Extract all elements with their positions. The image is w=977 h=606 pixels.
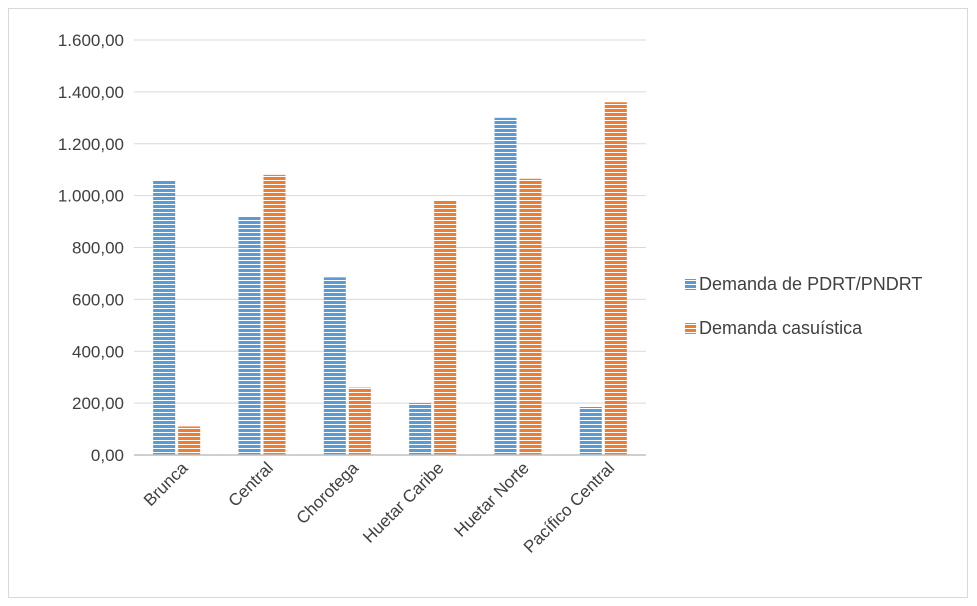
bar-pdrt-pndrt <box>409 403 432 455</box>
legend-item: Demanda de PDRT/PNDRT <box>685 274 922 294</box>
y-tick-label: 1.600,00 <box>58 31 124 50</box>
x-tick-label: Huetar Norte <box>451 458 533 540</box>
y-tick-label: 1.000,00 <box>58 187 124 206</box>
bar-casuistica <box>604 102 627 455</box>
x-tick-label: Brunca <box>140 458 192 510</box>
legend-swatch <box>685 279 696 290</box>
chart-frame: 0,00 200,00 400,00 600,00 800,00 1.000,00 1.20… <box>8 8 968 598</box>
bar-casuistica <box>519 178 542 455</box>
bar-pdrt-pndrt <box>153 180 176 455</box>
y-tick-label: 400,00 <box>72 342 124 361</box>
y-tick-label: 1.400,00 <box>58 83 124 102</box>
bar-pdrt-pndrt <box>323 277 346 455</box>
x-tick-label: Central <box>225 458 277 510</box>
legend-item: Demanda casuística <box>685 318 863 338</box>
y-axis-ticks: 0,00 200,00 400,00 600,00 800,00 1.000,00 1.20… <box>58 31 124 465</box>
bar-casuistica <box>348 387 371 455</box>
legend-swatch <box>685 323 696 334</box>
bar-pdrt-pndrt <box>238 216 261 455</box>
legend: Demanda de PDRT/PNDRT Demanda casuística <box>685 274 922 338</box>
legend-label: Demanda de PDRT/PNDRT <box>699 274 922 294</box>
y-tick-label: 200,00 <box>72 394 124 413</box>
x-tick-label: Chorotega <box>293 458 363 528</box>
bar-casuistica <box>263 174 286 455</box>
bar-casuistica <box>178 426 201 455</box>
x-tick-label: Pacífico Central <box>520 458 618 556</box>
gridlines <box>134 39 646 404</box>
y-tick-label: 600,00 <box>72 290 124 309</box>
bar-pdrt-pndrt <box>579 407 602 455</box>
bar-pdrt-pndrt <box>494 117 517 455</box>
y-tick-label: 1.200,00 <box>58 135 124 154</box>
y-tick-label: 0,00 <box>91 446 124 465</box>
legend-label: Demanda casuística <box>699 318 863 338</box>
x-tick-label: Huetar Caribe <box>359 458 447 546</box>
bar-chart: 0,00 200,00 400,00 600,00 800,00 1.000,00 1.20… <box>58 31 923 557</box>
y-tick-label: 800,00 <box>72 239 124 258</box>
bars <box>153 102 627 455</box>
bar-casuistica <box>434 200 457 455</box>
